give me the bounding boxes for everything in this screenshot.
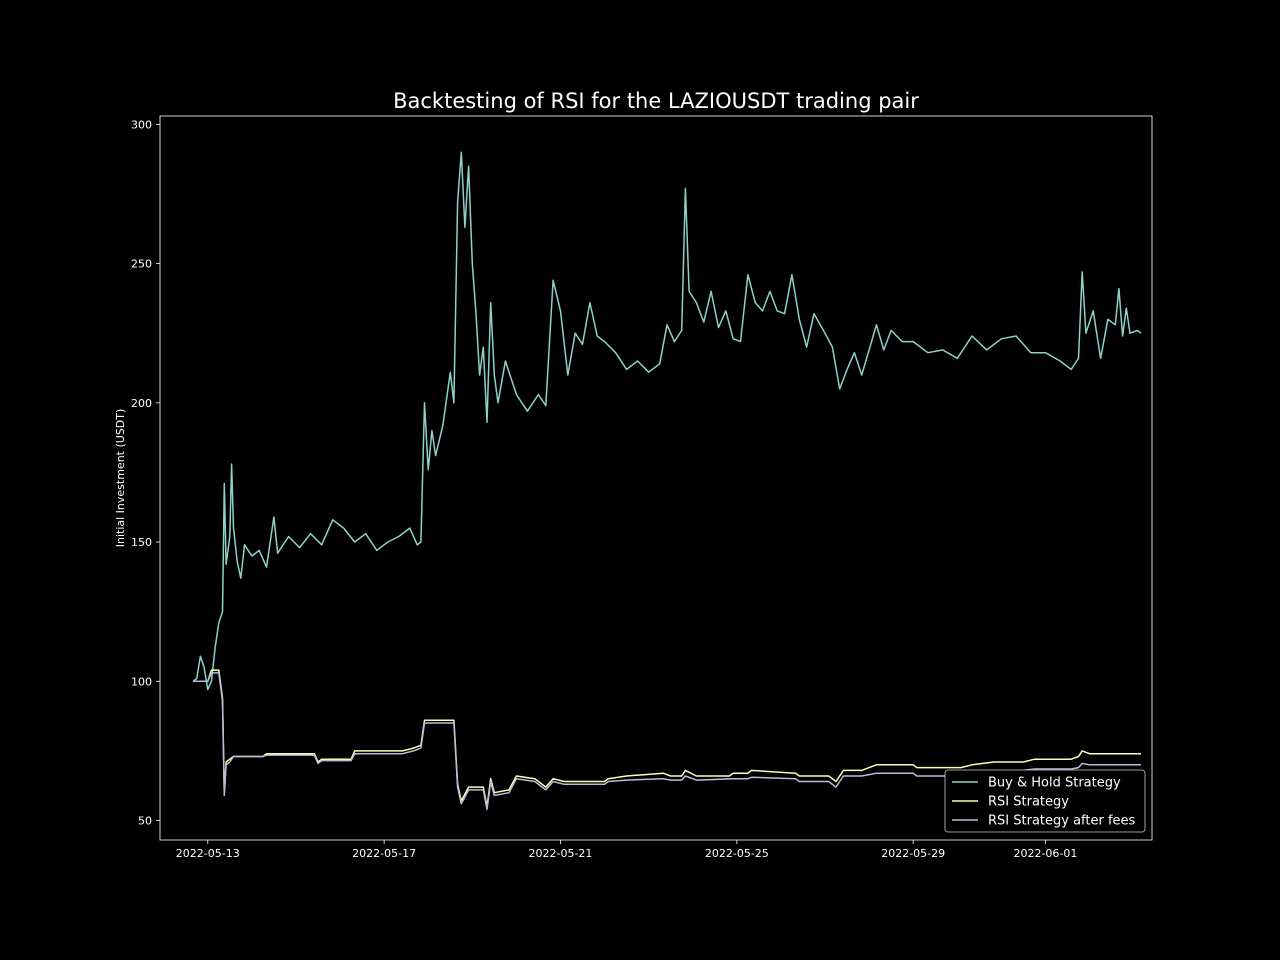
- plot-frame: [159, 115, 1153, 841]
- y-tick-label: 50: [138, 815, 152, 828]
- x-tick-label: 2022-05-29: [881, 847, 945, 860]
- x-tick-label: 2022-05-25: [705, 847, 769, 860]
- y-tick-label: 300: [131, 118, 152, 131]
- x-tick-label: 2022-05-17: [352, 847, 416, 860]
- y-tick-label: 250: [131, 258, 152, 271]
- legend-label-2: RSI Strategy: [988, 795, 1069, 810]
- y-tick-label: 100: [131, 675, 152, 688]
- y-axis-label: Initial Investment (USDT): [114, 409, 127, 548]
- legend-label-3: RSI Strategy after fees: [988, 814, 1136, 829]
- series-line-1: [192, 151, 1142, 691]
- y-axis: 50 100 150 200 250 300: [131, 118, 160, 828]
- y-tick-label: 150: [131, 536, 152, 549]
- plot-area: [159, 115, 1153, 841]
- x-tick-label: 2022-05-13: [176, 847, 240, 860]
- legend: Buy & Hold Strategy RSI Strategy RSI Strat…: [944, 769, 1146, 833]
- x-tick-label: 2022-05-21: [529, 847, 593, 860]
- y-tick-label: 200: [131, 397, 152, 410]
- x-axis: 2022-05-13 2022-05-17 2022-05-21 2022-05-25…: [176, 840, 1077, 860]
- x-tick-label: 2022-06-01: [1013, 847, 1077, 860]
- chart-title: Backtesting of RSI for the LAZIOUSDT tra…: [393, 89, 919, 113]
- series-line-3: [193, 672, 1141, 811]
- legend-label-1: Buy & Hold Strategy: [988, 776, 1121, 791]
- series-layer: [192, 151, 1142, 811]
- legend-frame: [944, 769, 1146, 833]
- series-line-2: [193, 669, 1141, 808]
